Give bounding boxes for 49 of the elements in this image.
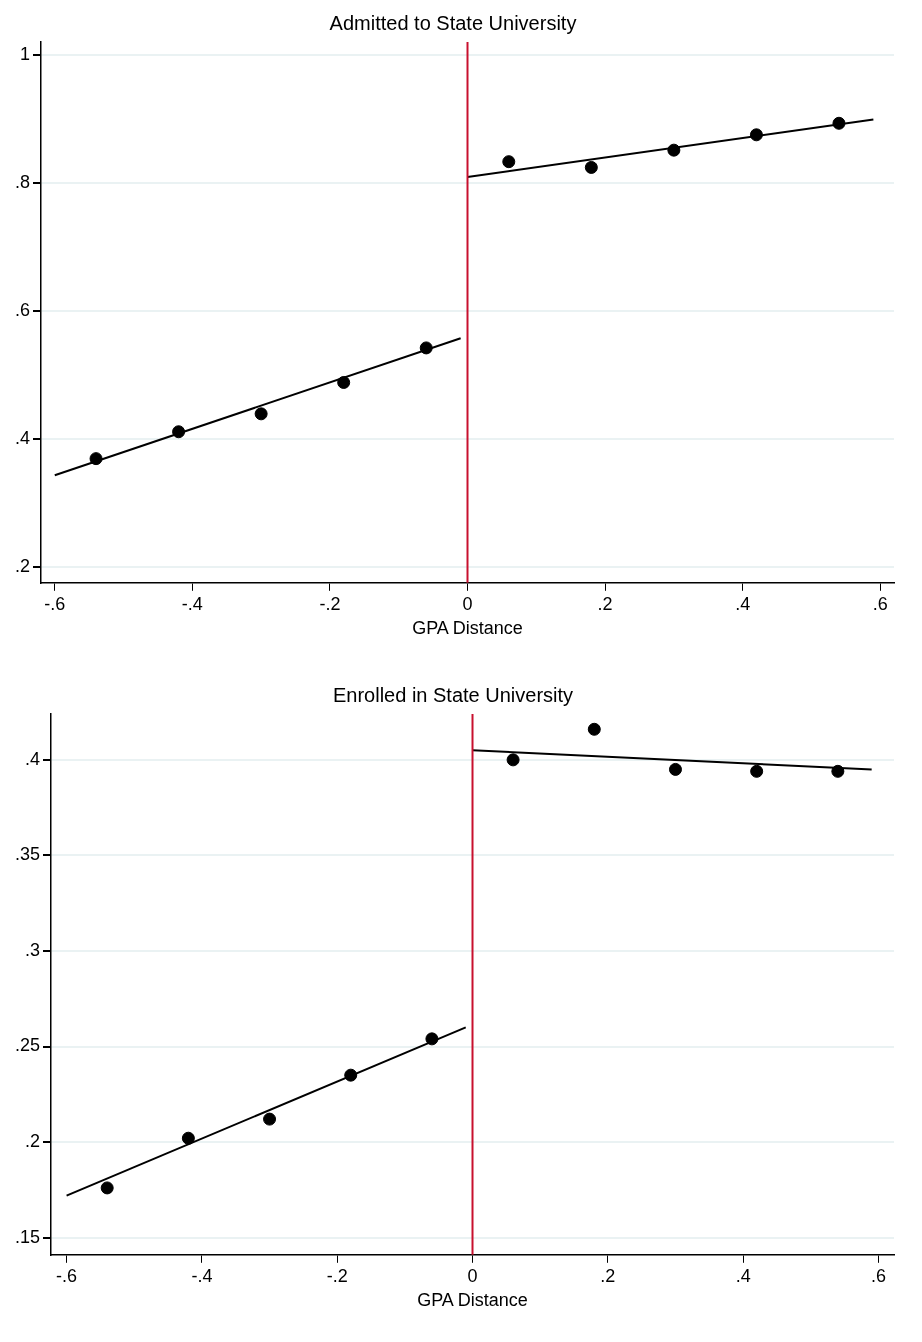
x-tick-label: 0 bbox=[462, 593, 473, 614]
point bbox=[506, 753, 520, 767]
x-tick-label: .6 bbox=[872, 593, 888, 614]
point bbox=[667, 143, 681, 157]
x-tick-label: .2 bbox=[597, 593, 613, 614]
x-tick-label: .4 bbox=[735, 593, 751, 614]
x-tick-label: 0 bbox=[467, 1265, 478, 1286]
x-tick-label: .6 bbox=[870, 1265, 886, 1286]
point bbox=[344, 1068, 358, 1082]
point bbox=[668, 762, 682, 776]
y-tick-label: .25 bbox=[14, 1035, 41, 1056]
x-tick-label: -.2 bbox=[319, 593, 341, 614]
point bbox=[89, 452, 103, 466]
y-tick-label: .8 bbox=[15, 171, 31, 192]
point bbox=[100, 1181, 114, 1195]
y-tick-label: .6 bbox=[15, 299, 31, 320]
x-tick-label: .2 bbox=[600, 1265, 616, 1286]
point bbox=[419, 341, 433, 355]
x-tick-label: -.6 bbox=[44, 593, 66, 614]
x-tick-label: -.2 bbox=[326, 1265, 348, 1286]
y-tick-label: .35 bbox=[14, 844, 41, 865]
x-tick-label: -.4 bbox=[181, 593, 203, 614]
y-tick-label: .3 bbox=[25, 939, 41, 960]
point bbox=[584, 160, 598, 174]
x-axis-title: GPA Distance bbox=[412, 618, 523, 639]
x-tick-label: .4 bbox=[735, 1265, 751, 1286]
point bbox=[254, 407, 268, 421]
point bbox=[587, 722, 601, 736]
point bbox=[502, 155, 516, 169]
point bbox=[263, 1112, 277, 1126]
x-axis-title: GPA Distance bbox=[417, 1290, 528, 1311]
chart-title: Admitted to State University bbox=[329, 11, 577, 34]
y-tick-label: 1 bbox=[20, 43, 31, 64]
y-tick-label: .2 bbox=[15, 555, 31, 576]
y-tick-label: .2 bbox=[25, 1131, 41, 1152]
y-tick-label: .4 bbox=[25, 748, 41, 769]
x-tick-label: -.6 bbox=[56, 1265, 78, 1286]
x-tick-label: -.4 bbox=[191, 1265, 213, 1286]
point bbox=[172, 425, 186, 439]
y-tick-label: .4 bbox=[15, 427, 31, 448]
point bbox=[337, 375, 351, 389]
point bbox=[750, 764, 764, 778]
chart-title: Enrolled in State University bbox=[332, 683, 574, 706]
y-tick-label: .15 bbox=[14, 1226, 41, 1247]
point bbox=[425, 1032, 439, 1046]
point bbox=[831, 764, 845, 778]
point bbox=[181, 1131, 195, 1145]
point bbox=[832, 116, 846, 130]
point bbox=[749, 128, 763, 142]
